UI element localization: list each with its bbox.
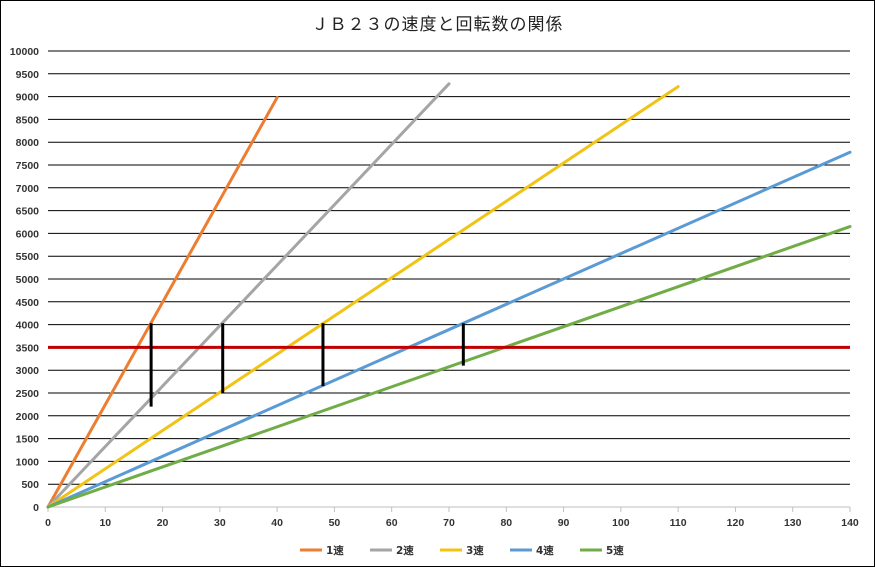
- legend-label: 5速: [606, 544, 624, 557]
- y-tick-label: 2000: [16, 411, 40, 423]
- y-tick-label: 5000: [16, 274, 40, 286]
- legend-label: 2速: [396, 544, 414, 557]
- y-tick-label: 500: [21, 479, 39, 491]
- y-tick-label: 9000: [16, 92, 40, 104]
- x-tick-label: 110: [670, 517, 687, 529]
- y-tick-label: 8000: [16, 137, 40, 149]
- y-tick-label: 9500: [16, 69, 40, 81]
- y-tick-label: 10000: [10, 46, 39, 58]
- x-tick-label: 80: [500, 517, 512, 529]
- y-tick-label: 1000: [16, 456, 40, 468]
- series-line: [46, 85, 680, 509]
- x-tick-label: 70: [443, 517, 455, 529]
- series-line: [46, 150, 852, 509]
- legend-label: 3速: [466, 544, 484, 557]
- y-tick-label: 5500: [16, 251, 40, 263]
- y-tick-label: 6500: [16, 206, 40, 218]
- legend-label: 1速: [326, 544, 344, 557]
- x-tick-label: 90: [558, 517, 570, 529]
- x-tick-label: 30: [214, 517, 226, 529]
- y-tick-label: 7000: [16, 183, 40, 195]
- y-tick-label: 4000: [16, 320, 40, 332]
- x-tick-label: 40: [271, 517, 283, 529]
- y-tick-label: 1500: [16, 434, 40, 446]
- x-tick-label: 20: [157, 517, 169, 529]
- x-tick-label: 130: [784, 517, 802, 529]
- y-tick-label: 0: [33, 502, 39, 514]
- y-tick-label: 7500: [16, 160, 40, 172]
- x-tick-label: 100: [612, 517, 630, 529]
- x-tick-label: 120: [727, 517, 745, 529]
- x-tick-label: 50: [329, 517, 341, 529]
- x-tick-label: 10: [99, 517, 111, 529]
- y-tick-label: 3500: [16, 342, 40, 354]
- series-line: [46, 225, 852, 509]
- y-tick-label: 6000: [16, 228, 40, 240]
- y-tick-label: 4500: [16, 297, 40, 309]
- y-tick-label: 3000: [16, 365, 40, 377]
- chart-title: ＪＢ２３の速度と回転数の関係: [311, 15, 564, 35]
- y-tick-label: 8500: [16, 114, 40, 126]
- x-tick-label: 140: [841, 517, 859, 529]
- legend-label: 4速: [536, 544, 554, 557]
- series-line: [46, 96, 279, 509]
- y-tick-label: 2500: [16, 388, 40, 400]
- series-line: [46, 82, 451, 509]
- x-tick-label: 0: [45, 517, 51, 529]
- x-tick-label: 60: [386, 517, 398, 529]
